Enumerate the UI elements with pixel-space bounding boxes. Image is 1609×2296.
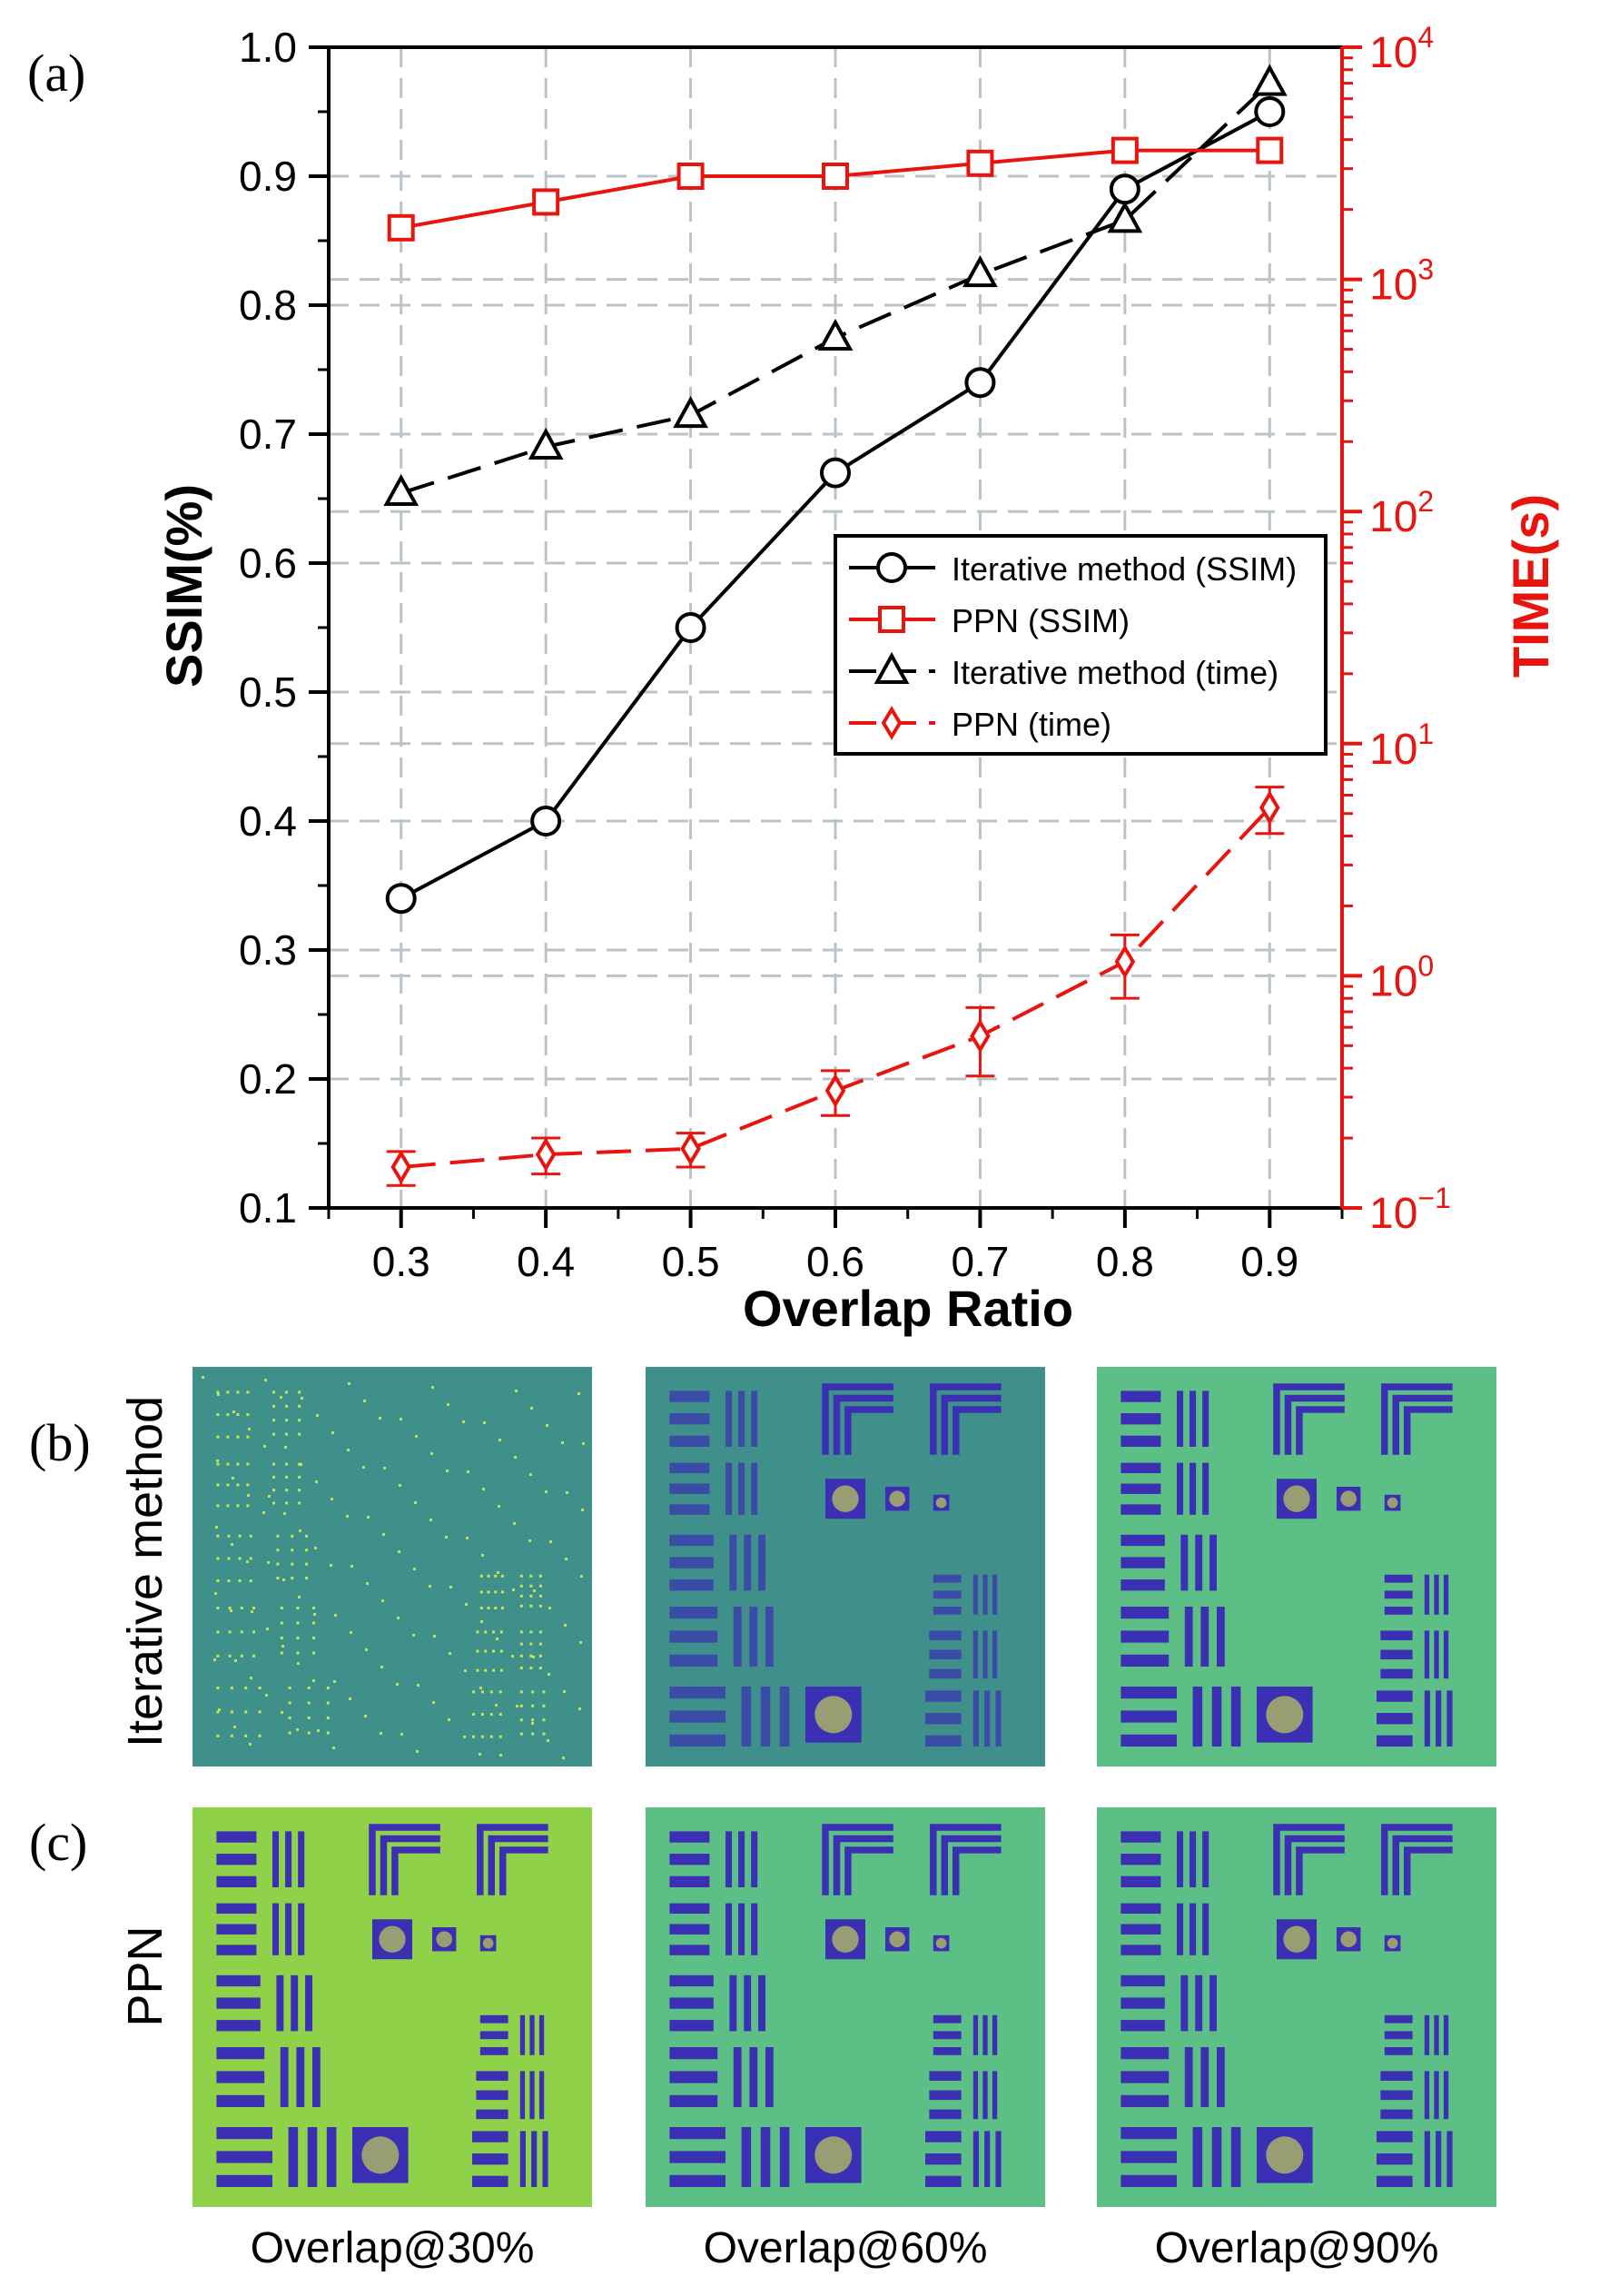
x-tick-label: 0.4 [517, 1238, 575, 1285]
y-right-tick-label: 102 [1369, 485, 1434, 541]
series-3 [386, 786, 1285, 1187]
panel-label-a: (a) [27, 44, 85, 103]
series-layer [383, 64, 1288, 1187]
y-left-tick-label: 1.0 [239, 24, 297, 71]
data-point [676, 163, 705, 190]
chart-axes: 0.3 0.4 0.5 0.6 0.7 0.8 0.9 0.1 0.2 0.3 0.4 0.5 0.6 0… [239, 21, 1451, 1285]
data-point [532, 188, 560, 216]
x-tick-label: 0.3 [372, 1238, 430, 1285]
legend-box [834, 534, 1328, 756]
data-point [528, 427, 564, 460]
panel-label-b: (b) [29, 1413, 91, 1472]
data-point [964, 367, 996, 399]
x-axis-title: Overlap Ratio [743, 1280, 1073, 1337]
y-left-tick-label: 0.1 [239, 1184, 297, 1232]
column-label-60: Overlap@60% [703, 2224, 988, 2272]
row-label-ppn: PPN [118, 1925, 173, 2027]
data-point [970, 1018, 991, 1054]
series-0 [385, 96, 1286, 915]
legend-swatch-marker [876, 552, 907, 583]
y-right-tick-label: 104 [1369, 21, 1434, 77]
y-right-tick-label: 101 [1369, 718, 1434, 774]
image-iterative-30 [192, 1367, 592, 1767]
data-point [1251, 64, 1288, 96]
row-label-iterative: Iterative method [118, 1395, 173, 1747]
data-point [673, 395, 708, 429]
y-right-tick-label: 103 [1369, 253, 1434, 310]
x-tick-label: 0.5 [662, 1238, 720, 1285]
column-label-30: Overlap@30% [250, 2224, 535, 2272]
series-1 [387, 136, 1284, 242]
data-point [1254, 96, 1286, 127]
data-point [383, 473, 420, 506]
data-point [385, 883, 417, 915]
legend-label: Iterative method (time) [952, 654, 1278, 691]
legend-swatch-marker [881, 706, 903, 740]
data-point [820, 457, 851, 489]
legend: Iterative method (SSIM) PPN (SSIM) Iterati… [834, 534, 1328, 756]
data-point [387, 213, 415, 242]
image-iterative-60 [646, 1367, 1045, 1767]
data-point [1256, 136, 1284, 164]
y-left-tick-label: 0.8 [239, 282, 297, 329]
data-point [535, 1137, 557, 1172]
y-axis-left-title: SSIM(%) [155, 484, 212, 688]
y-left-tick-label: 0.3 [239, 926, 297, 974]
data-point [822, 163, 849, 190]
legend-swatch-marker [874, 651, 910, 684]
y-left-tick-label: 0.6 [239, 539, 297, 587]
data-point [1111, 136, 1139, 164]
y-right-tick-label: 10−1 [1369, 1182, 1451, 1238]
image-ppn-60 [646, 1807, 1045, 2207]
legend-label: Iterative method (SSIM) [952, 550, 1297, 588]
y-left-tick-label: 0.4 [239, 797, 297, 845]
data-point [962, 255, 998, 288]
y-left-tick-label: 0.2 [239, 1055, 297, 1103]
y-right-tick-label: 100 [1369, 949, 1434, 1005]
image-iterative-90 [1097, 1367, 1496, 1767]
y-left-tick-label: 0.5 [239, 668, 297, 716]
legend-swatch-marker [878, 606, 905, 633]
panel-label-c: (c) [29, 1813, 88, 1872]
data-point [390, 1150, 412, 1184]
data-point [966, 149, 994, 177]
image-ppn-90 [1097, 1807, 1496, 2207]
data-point [817, 318, 854, 351]
data-point [1107, 201, 1143, 233]
y-axis-right-title: TIME(s) [1502, 494, 1559, 678]
legend-label: PPN (time) [952, 706, 1111, 743]
data-point [1259, 790, 1280, 826]
chart-panel-a: 0.3 0.4 0.5 0.6 0.7 0.8 0.9 0.1 0.2 0.3 0.4 0.5 0.6 0… [27, 21, 1559, 1337]
data-point [675, 612, 706, 643]
legend-label: PPN (SSIM) [952, 602, 1130, 639]
data-point [530, 806, 562, 836]
data-point [1109, 173, 1140, 205]
column-label-90: Overlap@90% [1154, 2224, 1439, 2272]
x-tick-label: 0.6 [806, 1238, 864, 1285]
image-ppn-30 [192, 1807, 592, 2207]
data-point [824, 1073, 846, 1108]
data-point [680, 1131, 701, 1166]
data-point [1114, 944, 1136, 979]
x-tick-label: 0.9 [1240, 1238, 1298, 1285]
series-2 [383, 64, 1288, 506]
y-left-tick-label: 0.7 [239, 411, 297, 458]
y-left-tick-label: 0.9 [239, 153, 297, 200]
x-tick-label: 0.7 [951, 1238, 1009, 1285]
x-tick-label: 0.8 [1096, 1238, 1154, 1285]
